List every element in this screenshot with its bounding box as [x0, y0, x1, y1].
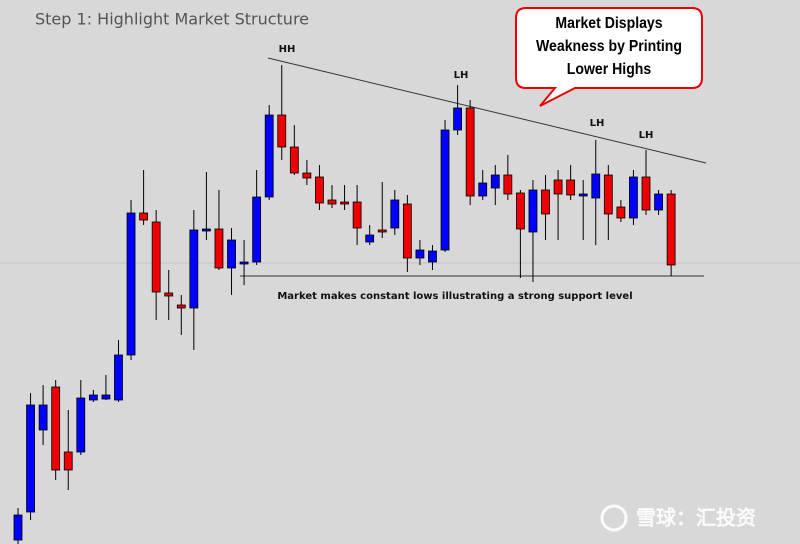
candle-body: [327, 199, 337, 205]
candle-body: [302, 172, 312, 179]
candle-body: [63, 451, 73, 471]
watermark: 雪球：汇投资: [600, 504, 756, 532]
candle-body: [13, 514, 23, 541]
swing-label: LH: [639, 130, 654, 141]
candle-body: [151, 221, 161, 293]
candle-body: [490, 174, 500, 189]
candle-body: [26, 404, 35, 513]
candle-body: [616, 206, 626, 219]
candle-body: [603, 174, 613, 215]
candle-body: [227, 239, 236, 269]
candle-body: [465, 107, 475, 197]
candle-body: [654, 193, 663, 211]
candle-body: [315, 176, 324, 204]
swing-label: LH: [454, 70, 469, 81]
candle-body: [114, 354, 123, 401]
candle-body: [641, 176, 651, 211]
candle-body: [88, 394, 98, 401]
candle-body: [478, 182, 488, 197]
candle-body: [189, 229, 199, 309]
candle-body: [164, 292, 174, 297]
candle-body: [440, 129, 450, 251]
candle-body: [126, 212, 136, 356]
watermark-text: 雪球：汇投资: [636, 506, 756, 530]
candle-body: [139, 212, 149, 221]
candle-body: [252, 196, 262, 263]
candle-body: [528, 189, 538, 233]
watermark-icon: [600, 504, 628, 532]
chart-title: Step 1: Highlight Market Structure: [35, 10, 309, 29]
candle-body: [578, 193, 588, 197]
candle-body: [38, 404, 48, 431]
candle-body: [239, 261, 249, 265]
candle-body: [352, 201, 362, 229]
candle-body: [566, 179, 576, 196]
candle-body: [264, 114, 274, 198]
candle-body: [402, 203, 412, 259]
candle-body: [666, 193, 676, 266]
candle-body: [415, 249, 425, 259]
candle-body: [553, 179, 563, 195]
candle-body: [51, 386, 61, 471]
callout-text: Lower Highs: [567, 60, 651, 78]
candle-body: [76, 397, 86, 453]
swing-label: HH: [279, 44, 296, 55]
callout-text: Market Displays: [555, 14, 662, 32]
candle-body: [101, 394, 111, 400]
callout-text: Weakness by Printing: [536, 37, 682, 55]
candle-body: [214, 228, 224, 269]
callout-box: [515, 7, 703, 107]
candle-body: [277, 114, 287, 148]
support-note: Market makes constant lows illustrating …: [277, 291, 632, 302]
candle-body: [365, 234, 375, 243]
candle-body: [541, 189, 550, 215]
candle-body: [591, 173, 601, 199]
candle-body: [629, 176, 638, 219]
candle-body: [340, 201, 349, 205]
candle-body: [453, 107, 463, 131]
candle-body: [377, 229, 387, 233]
candle-body: [176, 304, 186, 309]
candle-body: [390, 199, 400, 229]
candle-body: [503, 174, 513, 195]
swing-label: LH: [590, 118, 605, 129]
candle-body: [289, 146, 299, 174]
candle-body: [516, 192, 525, 230]
candle-body: [428, 250, 437, 263]
candle-body: [201, 228, 211, 232]
trend-line: [267, 57, 707, 164]
candles: [13, 65, 676, 544]
